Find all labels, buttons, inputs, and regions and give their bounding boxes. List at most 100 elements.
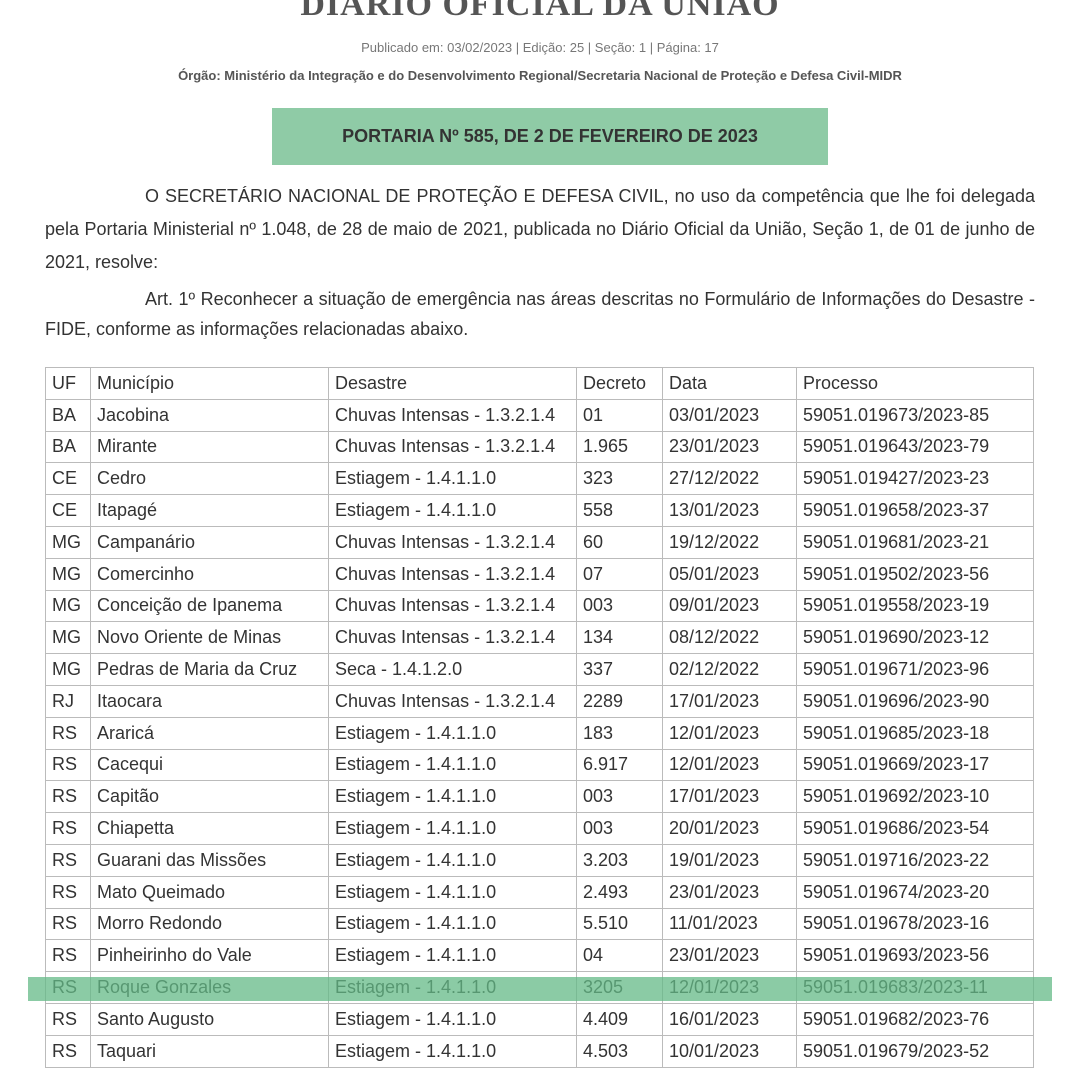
cell: MG	[45, 589, 91, 623]
cell: Chuvas Intensas - 1.3.2.1.4	[328, 684, 577, 718]
cell: Chiapetta	[90, 812, 329, 845]
cell: 12/01/2023	[662, 716, 797, 750]
cell: Cedro	[90, 462, 329, 496]
cell: 59051.019643/2023-79	[796, 430, 1034, 464]
cell: Comercinho	[90, 557, 329, 591]
row: RS Pinheirinho do Vale Estiagem - 1.4.1.1.…	[45, 939, 1034, 973]
cell: 17/01/2023	[662, 780, 797, 814]
paragraph: O SECRETÁRIO NACIONAL DE PROTEÇÃO E DEFE…	[45, 186, 1035, 272]
cell: 05/01/2023	[662, 557, 797, 591]
row: BA Jacobina Chuvas Intensas - 1.3.2.1.4 01 0…	[45, 398, 1034, 432]
cell: MG	[45, 557, 91, 591]
cell: 2289	[576, 684, 663, 718]
cell: 59051.019682/2023-76	[796, 1002, 1034, 1036]
cell: Morro Redondo	[90, 907, 329, 941]
cell: RJ	[45, 684, 91, 718]
cell: Conceição de Ipanema	[90, 589, 329, 623]
cell: 17/01/2023	[662, 684, 797, 718]
cell: Data	[662, 367, 797, 400]
cell: 02/12/2022	[662, 653, 797, 686]
cell: Estiagem - 1.4.1.1.0	[328, 1002, 577, 1036]
row: RS Chiapetta Estiagem - 1.4.1.1.0 003 20/01/…	[45, 812, 1034, 845]
cell: 04	[576, 939, 663, 973]
cell: 13/01/2023	[662, 494, 797, 527]
cell: Santo Augusto	[90, 1002, 329, 1036]
cell: Estiagem - 1.4.1.1.0	[328, 494, 577, 527]
cell: CE	[45, 462, 91, 496]
cell: 59051.019502/2023-56	[796, 557, 1034, 591]
cell: 5.510	[576, 907, 663, 941]
cell: Estiagem - 1.4.1.1.0	[328, 462, 577, 496]
row: RS Guarani das Missões Estiagem - 1.4.1.1.…	[45, 843, 1034, 877]
cell: 23/01/2023	[662, 430, 797, 464]
cell: Estiagem - 1.4.1.1.0	[328, 939, 577, 973]
cell: 07	[576, 557, 663, 591]
cell: 558	[576, 494, 663, 527]
row: CE Cedro Estiagem - 1.4.1.1.0 323 27/12/2022…	[45, 462, 1034, 496]
cell: Chuvas Intensas - 1.3.2.1.4	[328, 557, 577, 591]
cell: Capitão	[90, 780, 329, 814]
cell: 11/01/2023	[662, 907, 797, 941]
cell: 59051.019690/2023-12	[796, 621, 1034, 655]
cell: 3.203	[576, 843, 663, 877]
cell: 4.409	[576, 1002, 663, 1036]
cell: Estiagem - 1.4.1.1.0	[328, 843, 577, 877]
row: RS Santo Augusto Estiagem - 1.4.1.1.0 4.409…	[45, 1002, 1034, 1036]
cell: Guarani das Missões	[90, 843, 329, 877]
cell: Cacequi	[90, 748, 329, 782]
cell: 03/01/2023	[662, 398, 797, 432]
cell: 59051.019674/2023-20	[796, 875, 1034, 909]
cell: 19/01/2023	[662, 843, 797, 877]
cell: 59051.019692/2023-10	[796, 780, 1034, 814]
cell: 23/01/2023	[662, 939, 797, 973]
cell: Estiagem - 1.4.1.1.0	[328, 716, 577, 750]
cell: Mirante	[90, 430, 329, 464]
cell: Município	[90, 367, 329, 400]
cell: 2.493	[576, 875, 663, 909]
cell: 27/12/2022	[662, 462, 797, 496]
cell: 003	[576, 780, 663, 814]
cell: Estiagem - 1.4.1.1.0	[328, 875, 577, 909]
row: MG Pedras de Maria da Cruz Seca - 1.4.1.2.…	[45, 653, 1034, 686]
cell: 323	[576, 462, 663, 496]
paragraph: Art. 1º Reconhecer a situação de emergên…	[45, 289, 1035, 339]
cell: Seca - 1.4.1.2.0	[328, 653, 577, 686]
row: RS Taquari Estiagem - 1.4.1.1.0 4.503 10/01/…	[45, 1034, 1034, 1068]
cell: Itapagé	[90, 494, 329, 527]
cell: Estiagem - 1.4.1.1.0	[328, 812, 577, 845]
cell: Jacobina	[90, 398, 329, 432]
cell: Estiagem - 1.4.1.1.0	[328, 907, 577, 941]
cell: 16/01/2023	[662, 1002, 797, 1036]
cell: 23/01/2023	[662, 875, 797, 909]
cell: 59051.019669/2023-17	[796, 748, 1034, 782]
cell: 003	[576, 589, 663, 623]
row: RS Mato Queimado Estiagem - 1.4.1.1.0 2.493…	[45, 875, 1034, 909]
row: MG Conceição de Ipanema Chuvas Intensas - …	[45, 589, 1034, 623]
publication-info: Publicado em: 03/02/2023 | Edição: 25 | …	[361, 40, 719, 55]
cell: 4.503	[576, 1034, 663, 1068]
cell: RS	[45, 1002, 91, 1036]
cell: 59051.019681/2023-21	[796, 525, 1034, 559]
cell: 59051.019678/2023-16	[796, 907, 1034, 941]
cell: CE	[45, 494, 91, 527]
cell: RS	[45, 907, 91, 941]
cell: MG	[45, 653, 91, 686]
cell: Processo	[796, 367, 1034, 400]
row: RJ Itaocara Chuvas Intensas - 1.3.2.1.4 228…	[45, 684, 1034, 718]
cell: RS	[45, 748, 91, 782]
cell: Mato Queimado	[90, 875, 329, 909]
gazette-title: DIÁRIO OFICIAL DA UNIÃO	[300, 0, 780, 23]
cell: MG	[45, 621, 91, 655]
cell: 59051.019693/2023-56	[796, 939, 1034, 973]
cell: 08/12/2022	[662, 621, 797, 655]
cell: Novo Oriente de Minas	[90, 621, 329, 655]
row: MG Comercinho Chuvas Intensas - 1.3.2.1.4 0…	[45, 557, 1034, 591]
cell: Pedras de Maria da Cruz	[90, 653, 329, 686]
cell: UF	[45, 367, 91, 400]
cell: Estiagem - 1.4.1.1.0	[328, 748, 577, 782]
row: BA Mirante Chuvas Intensas - 1.3.2.1.4 1.96…	[45, 430, 1034, 464]
cell: MG	[45, 525, 91, 559]
cell: 59051.019671/2023-96	[796, 653, 1034, 686]
organ: Órgão: Ministério da Integração e do Des…	[178, 68, 902, 83]
